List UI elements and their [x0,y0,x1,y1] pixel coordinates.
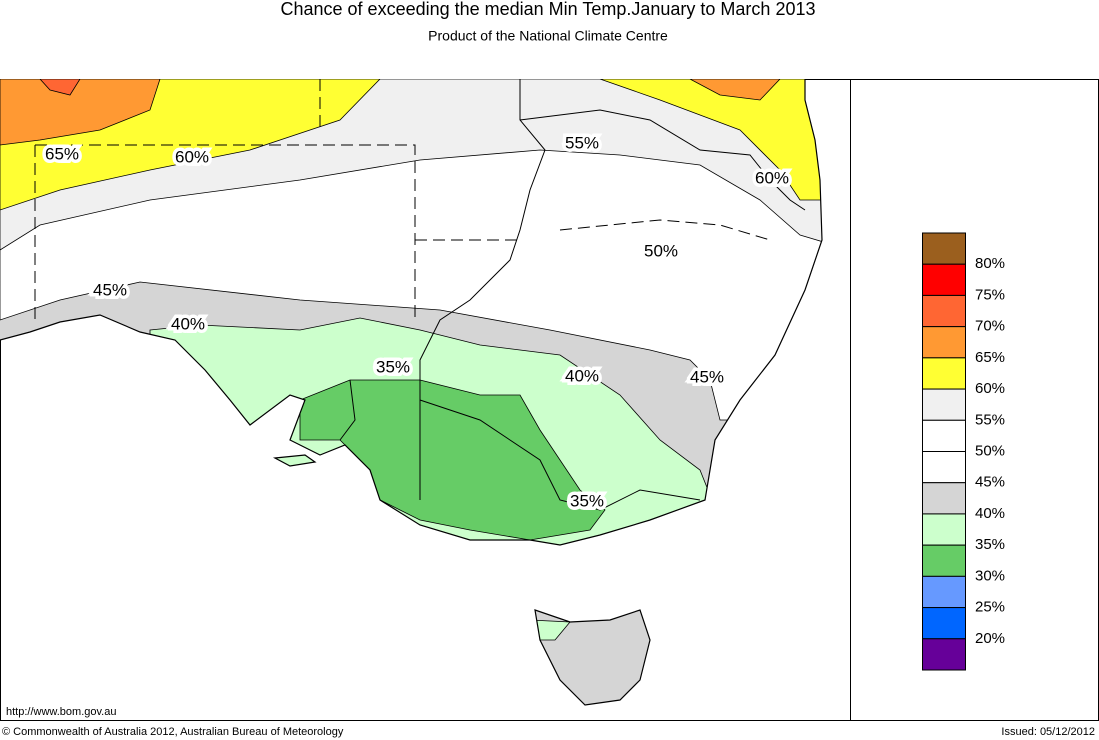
map-fill [0,79,822,705]
contour-label: 50% [644,241,678,260]
region-70 [39,79,81,96]
region-65-east [689,79,781,101]
contour-label: 40% [171,314,205,333]
legend-swatch [922,607,966,640]
contour-label: 60% [175,147,209,166]
legend-label: 70% [975,318,1005,335]
legend-label: 45% [975,474,1005,491]
legend-label: 75% [975,286,1005,303]
contour-label: 60% [755,168,789,187]
legend-swatch [922,357,966,390]
legend-label: 40% [975,505,1005,522]
legend-swatch [922,638,966,671]
legend-swatch [922,419,966,452]
legend-label: 80% [975,255,1005,272]
url: http://www.bom.gov.au [6,706,116,718]
legend-swatch [922,513,966,546]
legend-label: 55% [975,411,1005,428]
contour-label: 45% [690,367,724,386]
region-65-west [0,79,161,146]
legend-swatch [922,451,966,484]
district-borders [34,79,771,325]
contour-labels: 65% 60% 55% 60% 50% 45% 40% 35% 40% 45% 35% [41,130,792,514]
legend-label: 60% [975,380,1005,397]
legend-label: 65% [975,349,1005,366]
legend-swatch [922,575,966,609]
contour-label: 65% [45,144,79,163]
contour-label: 40% [565,366,599,385]
legend-label: 20% [975,630,1005,647]
legend-swatch [922,232,966,265]
region-35 [299,379,606,541]
region-60-east [599,79,822,201]
legend-label: 35% [975,536,1005,553]
copyright: © Commonwealth of Australia 2012, Austra… [2,726,344,738]
legend: 80% 75% 70% 65% 60% 55% 50% 45% 40% 35% 30% 25% 20% [922,232,1005,671]
title: Chance of exceeding the median Min Temp.… [281,0,816,19]
contour-label: 55% [565,133,599,152]
contour-label: 45% [93,280,127,299]
state-borders [339,79,806,511]
legend-swatch [922,263,966,296]
legend-swatch [922,544,966,577]
contour-label: 35% [570,491,604,510]
subtitle: Product of the National Climate Centre [428,28,668,44]
legend-swatch [922,388,966,421]
legend-swatch [922,326,966,359]
issued: Issued: 05/12/2012 [1001,726,1095,738]
legend-swatch [922,294,966,328]
coastline [0,79,823,706]
contour-label: 35% [376,357,410,376]
legend-label: 30% [975,567,1005,584]
legend-swatch [922,482,966,515]
legend-label: 50% [975,442,1005,459]
legend-label: 25% [975,599,1005,616]
